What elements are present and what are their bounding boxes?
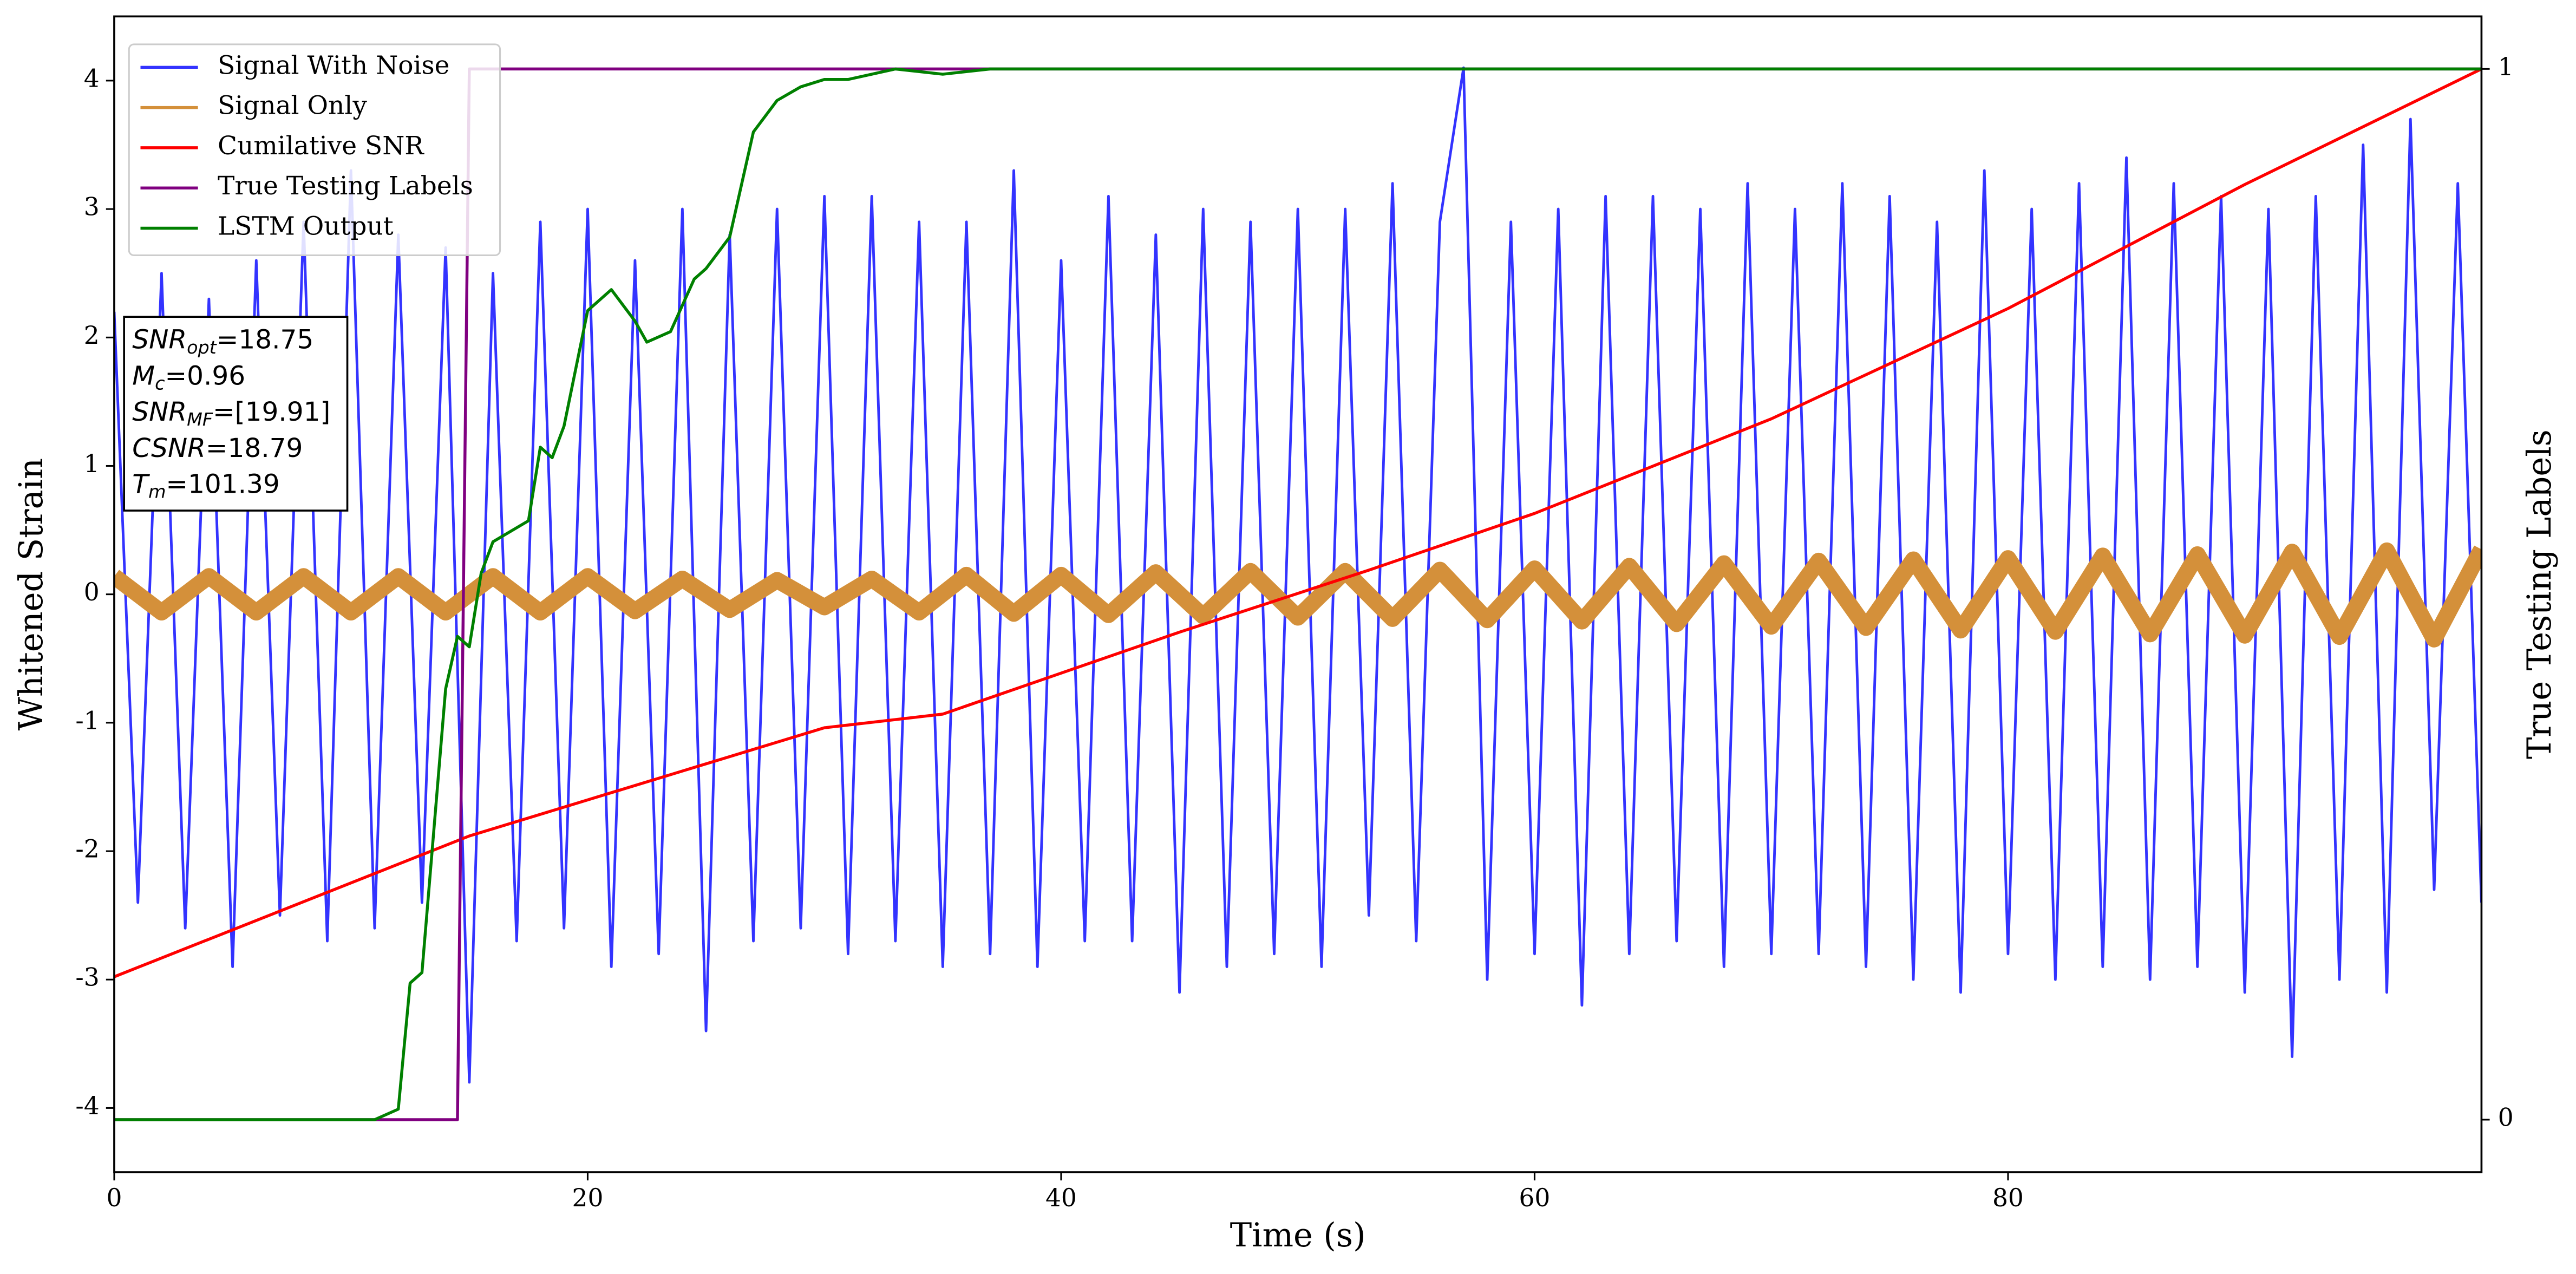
y-axis-label: Whitened Strain <box>12 458 50 730</box>
x-tick-label: 80 <box>1992 1184 2024 1212</box>
y-tick-label: -1 <box>75 706 99 735</box>
y-tick-label: 4 <box>84 64 100 93</box>
legend-label: Cumilative SNR <box>218 131 424 161</box>
annotation-subscript: MF <box>187 409 213 430</box>
legend-label: LSTM Output <box>218 211 394 241</box>
y-tick-label: 1 <box>84 449 100 478</box>
y-tick-label: 3 <box>84 193 100 221</box>
annotation-symbol: M <box>132 361 155 391</box>
annotation-symbol: T <box>132 469 150 500</box>
y-tick-label: -3 <box>75 963 99 992</box>
series-line <box>114 67 2482 1121</box>
y-tick-label: -4 <box>75 1092 99 1120</box>
series-line <box>114 66 2482 1084</box>
legend: Signal With Noise Signal Only Cumilative S… <box>128 43 501 257</box>
annotation: SNRopt=18.75Mc=0.96SNRMF=[19.91]CSNR=18.… <box>123 316 349 512</box>
x-tick-label: 20 <box>572 1184 604 1212</box>
annotation-line: SNRopt=18.75 <box>132 325 313 358</box>
annotation-subscript: m <box>148 481 166 502</box>
legend-label: Signal Only <box>218 91 367 121</box>
annotation-line: Mc=0.96 <box>132 361 245 394</box>
legend-box <box>128 43 501 257</box>
x-tick-label: 60 <box>1519 1184 1551 1212</box>
y-tick-label: -2 <box>75 835 99 864</box>
y2-tick-label: 0 <box>2498 1103 2514 1132</box>
annotation-symbol: SNR <box>132 325 187 355</box>
y2-tick-label: 1 <box>2498 53 2514 81</box>
y-tick-label: 2 <box>84 321 100 350</box>
x-axis-label: Time (s) <box>1230 1217 1366 1255</box>
plot-area <box>114 66 2482 1121</box>
y-tick-label: 0 <box>84 578 100 606</box>
annotation-value: =101.39 <box>166 469 279 500</box>
series-line <box>114 67 2482 978</box>
annotation-line: SNRMF=[19.91] <box>132 397 330 430</box>
x-tick-label: 40 <box>1045 1184 1077 1212</box>
annotation-symbol: SNR <box>132 397 187 427</box>
annotation-value: =18.75 <box>217 325 313 355</box>
x-tick-label: 0 <box>106 1184 122 1212</box>
annotation-line: CSNR=18.79 <box>132 433 303 463</box>
annotation-line: Tm=101.39 <box>132 469 279 502</box>
annotation-value: =0.96 <box>165 361 246 391</box>
annotation-symbol: CSNR <box>132 433 206 463</box>
annotation-subscript: opt <box>187 336 218 357</box>
legend-label: Signal With Noise <box>218 50 449 80</box>
annotation-box <box>123 316 349 512</box>
annotation-value: =18.79 <box>206 433 303 463</box>
annotation-value: =[19.91] <box>213 397 330 427</box>
legend-label: True Testing Labels <box>218 171 473 201</box>
series-line <box>114 542 2482 648</box>
y2-axis-label: True Testing Labels <box>2521 429 2559 759</box>
annotation-subscript: c <box>155 373 165 394</box>
